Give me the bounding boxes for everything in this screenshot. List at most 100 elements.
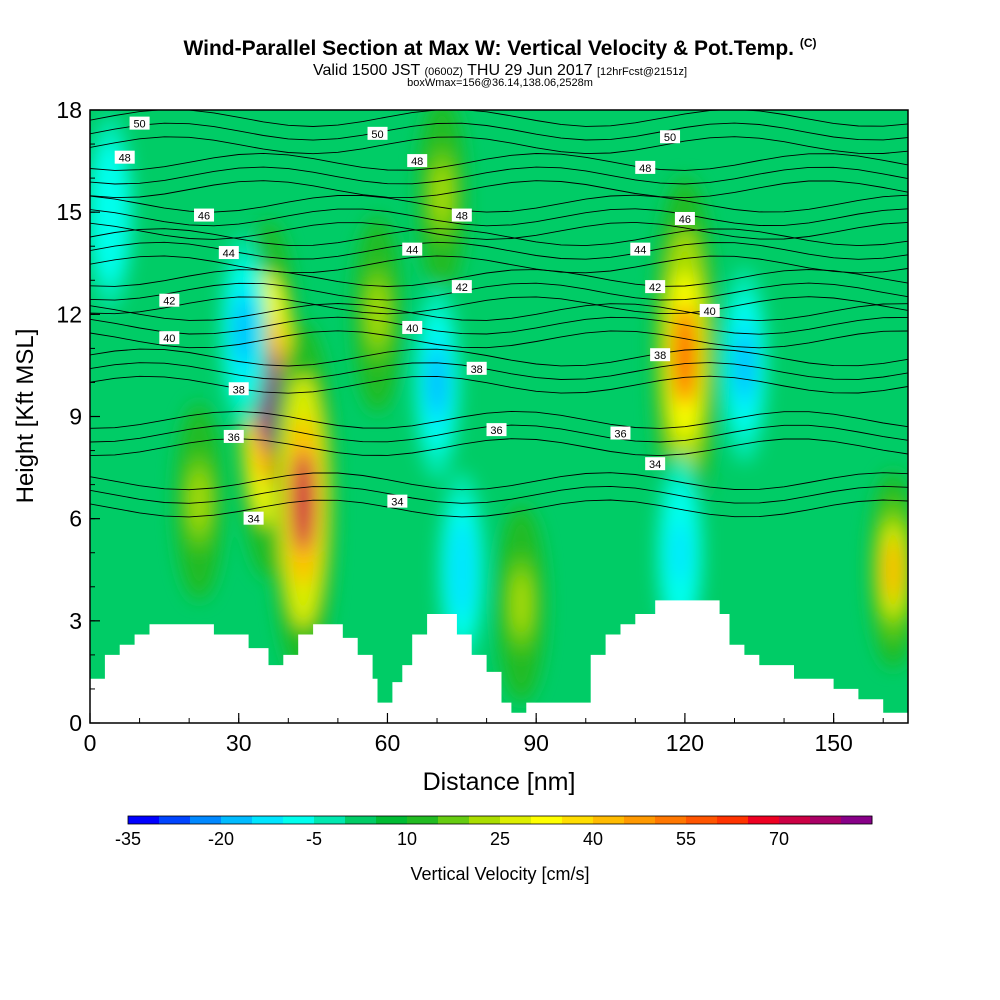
- theta-contour-line: [90, 410, 908, 429]
- colorbar-tick-label: -35: [115, 829, 141, 849]
- velocity-cell: [884, 539, 903, 601]
- velocity-cell: [190, 471, 209, 533]
- contour-label: 40: [402, 320, 423, 335]
- colorbar-swatch: [252, 816, 284, 824]
- contour-label: 42: [645, 280, 666, 294]
- colorbar-tick-label: 10: [397, 829, 417, 849]
- contour-label: 48: [451, 208, 472, 223]
- theta-contour-line: [90, 375, 908, 394]
- theta-contour-line: [90, 303, 908, 322]
- svg-text:50: 50: [133, 119, 145, 131]
- theta-contour-line: [90, 296, 908, 315]
- contour-label: 46: [674, 211, 695, 226]
- theta-contour-line: [90, 282, 908, 301]
- theta-contour-line: [90, 180, 908, 199]
- theta-contour-line: [90, 348, 908, 367]
- contour-label: 36: [223, 429, 244, 444]
- contour-label: 36: [486, 423, 507, 437]
- y-tick-label: 6: [69, 506, 82, 532]
- colorbar-swatch: [283, 816, 315, 824]
- colorbar-tick-label: 40: [583, 829, 603, 849]
- terrain: [90, 600, 908, 723]
- theta-contour-line: [90, 152, 908, 171]
- theta-contour-line: [90, 228, 908, 247]
- svg-text:36: 36: [228, 432, 240, 444]
- y-axis-label: Height [Kft MSL]: [12, 329, 39, 504]
- contour-label: 50: [660, 130, 681, 144]
- theta-contour-line: [90, 316, 908, 335]
- colorbar-swatch: [314, 816, 346, 824]
- y-tick-label: 9: [69, 404, 82, 430]
- colorbar-swatch: [810, 816, 842, 824]
- velocity-cell: [368, 283, 387, 345]
- theta-contour-line: [90, 255, 908, 274]
- colorbar-swatch: [407, 816, 439, 824]
- svg-text:40: 40: [406, 323, 418, 335]
- contour-label: 38: [228, 382, 249, 396]
- contour-label: 44: [402, 242, 423, 257]
- contour-label: 40: [159, 331, 180, 345]
- contour-label: 34: [645, 457, 666, 471]
- svg-text:50: 50: [371, 129, 383, 141]
- contour-label: 46: [194, 208, 215, 223]
- velocity-cell: [234, 300, 253, 362]
- title-mark: (C): [799, 36, 817, 50]
- colorbar-swatch: [841, 816, 873, 824]
- velocity-cell: [512, 573, 531, 635]
- colorbar-tick-label: 55: [676, 829, 696, 849]
- x-tick-label: 120: [666, 730, 704, 756]
- colorbar-label: Vertical Velocity [cm/s]: [410, 864, 589, 884]
- velocity-cell: [673, 304, 696, 406]
- y-tick-label: 18: [56, 97, 82, 123]
- svg-text:44: 44: [634, 245, 646, 257]
- colorbar-swatch: [128, 816, 160, 824]
- svg-text:42: 42: [163, 296, 175, 308]
- svg-text:42: 42: [456, 282, 468, 294]
- x-tick-label: 90: [523, 730, 549, 756]
- y-tick-label: 15: [56, 199, 82, 225]
- svg-text:48: 48: [411, 156, 423, 168]
- x-tick-label: 60: [375, 730, 401, 756]
- contour-label: 44: [630, 242, 651, 257]
- svg-text:46: 46: [198, 211, 210, 223]
- contour-label: 38: [466, 361, 487, 376]
- colorbar-tick-label: 25: [490, 829, 510, 849]
- x-tick-label: 30: [226, 730, 252, 756]
- contour-label: 42: [159, 293, 180, 308]
- contour-labels: 50 48 46 44 42 40 38 36 34 50 48 48 44 42 40 38 36 34 50 48…: [114, 116, 720, 526]
- svg-text:50: 50: [664, 132, 676, 144]
- contour-label: 48: [407, 154, 428, 168]
- velocity-cell: [670, 522, 689, 584]
- contour-label: 44: [218, 246, 239, 260]
- theta-contours: [90, 110, 908, 518]
- chart-title: Wind-Parallel Section at Max W: Vertical…: [183, 36, 817, 60]
- colorbar-swatch: [190, 816, 222, 824]
- colorbar-swatch: [500, 816, 532, 824]
- y-tick-label: 12: [56, 301, 82, 327]
- svg-text:38: 38: [654, 350, 666, 362]
- svg-text:40: 40: [704, 306, 716, 318]
- theta-contour-line: [90, 110, 908, 127]
- theta-contour-line: [90, 122, 908, 141]
- theta-contour-line: [90, 485, 908, 504]
- svg-text:48: 48: [639, 163, 651, 175]
- theta-contour-line: [90, 208, 908, 227]
- colorbar-swatch: [438, 816, 470, 824]
- svg-text:38: 38: [233, 384, 245, 396]
- box-info: boxWmax=156@36.14,138.06,2528m: [407, 77, 593, 89]
- svg-text:44: 44: [406, 245, 418, 257]
- colorbar-swatch: [624, 816, 656, 824]
- svg-text:42: 42: [649, 282, 661, 294]
- colorbar-swatch: [686, 816, 718, 824]
- svg-text:44: 44: [223, 248, 235, 260]
- colorbar-swatch: [717, 816, 749, 824]
- y-tick-label: 3: [69, 608, 82, 634]
- x-tick-label: 150: [814, 730, 852, 756]
- colorbar-swatch: [221, 816, 253, 824]
- theta-contour-line: [90, 136, 908, 155]
- x-axis-label: Distance [nm]: [423, 768, 576, 796]
- colorbar-swatch: [655, 816, 687, 824]
- contour-label: 50: [129, 116, 150, 131]
